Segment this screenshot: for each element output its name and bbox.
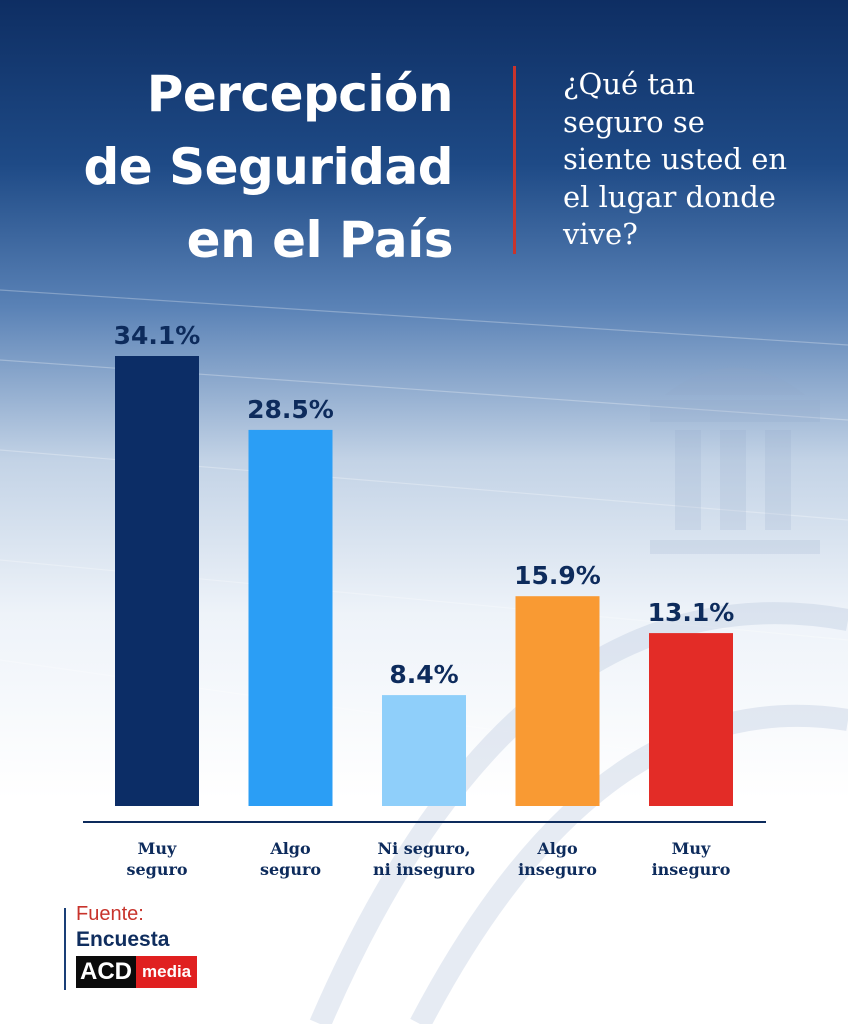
bar <box>515 596 600 806</box>
bar <box>115 356 199 806</box>
title-line: de Seguridad <box>83 138 453 196</box>
question-line: seguro se <box>563 104 705 139</box>
data-label: 34.1% <box>114 321 201 350</box>
acd-media-logo: ACD media <box>76 956 198 988</box>
logo-text-acd: ACD <box>76 956 136 988</box>
tick-label-line: seguro <box>259 860 322 879</box>
source-label: Fuente: <box>76 903 144 925</box>
category-labels: Muy seguro Algo seguro Ni seguro, ni inseguro… <box>0 838 848 888</box>
title-line: Percepción <box>146 65 454 123</box>
chart-title: Percepción de Seguridad en el País <box>83 58 453 277</box>
tick-label-line: Muy <box>671 839 711 858</box>
tick-label-line: Muy <box>137 839 177 858</box>
data-label: 8.4% <box>389 660 458 689</box>
survey-question: ¿Qué tan seguro se siente usted en el lu… <box>563 66 833 254</box>
source-name: Encuesta <box>76 928 170 951</box>
tick-label-line: Algo <box>537 839 578 858</box>
question-line: el lugar donde <box>563 179 776 214</box>
bar <box>382 695 466 806</box>
tick-label-line: Ni seguro, <box>377 839 471 858</box>
question-line: siente usted en <box>563 142 788 176</box>
bar <box>649 633 733 806</box>
question-line: ¿Qué tan <box>563 67 696 101</box>
tick-label: Muy seguro <box>92 838 222 880</box>
bar <box>248 429 333 806</box>
tick-label-line: ni inseguro <box>372 860 476 879</box>
title-line: en el País <box>186 211 454 269</box>
tick-label: Ni seguro, ni inseguro <box>359 838 489 880</box>
title-divider <box>513 66 516 254</box>
data-label: 13.1% <box>648 598 735 627</box>
data-label: 15.9% <box>514 561 601 590</box>
logo-text-media: media <box>136 956 198 988</box>
tick-label: Muy inseguro <box>626 838 756 880</box>
data-label: 28.5% <box>247 395 334 424</box>
tick-label-line: inseguro <box>651 860 731 879</box>
tick-label: Algo inseguro <box>493 838 623 880</box>
source-divider <box>64 908 66 990</box>
tick-label-line: Algo <box>270 839 311 858</box>
tick-label-line: seguro <box>126 860 188 879</box>
question-line: vive? <box>563 217 638 251</box>
bar-chart: 34.1% 28.5% 8.4% 15.9% 13.1% <box>83 321 766 823</box>
tick-label-line: inseguro <box>518 860 597 879</box>
tick-label: Algo seguro <box>226 838 356 880</box>
